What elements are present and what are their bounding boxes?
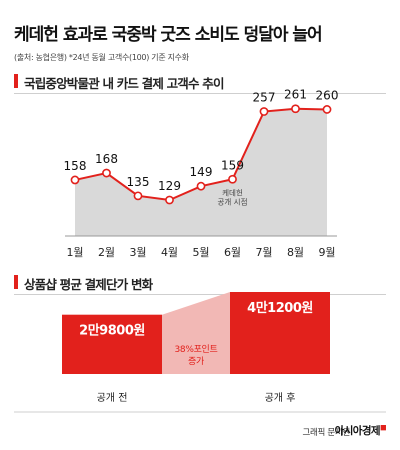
data-point [133,191,143,201]
data-label: 135 [127,175,150,189]
bar-chart-title: 상품샵 평균 결제단가 변화 [24,277,153,292]
line-chart-title: 국립중앙박물관 내 카드 결제 고객수 추이 [24,76,224,91]
change-label: 증가 [188,356,204,367]
bar-chart-title-rule [14,294,386,295]
data-point [70,175,80,185]
line-chart-title-rule [14,93,386,94]
data-label: 149 [190,165,213,179]
x-tick-label: 5월 [192,246,209,259]
annotation-label: 케데헌 [222,188,243,197]
section-marker-line-chart [14,74,18,88]
bar [62,314,162,374]
change-band [162,292,230,374]
data-point [196,181,206,191]
data-label: 260 [316,88,339,102]
x-tick-label: 4월 [161,246,178,259]
section-marker-bar-chart [14,275,18,289]
bar-value-label: 4만1200원 [247,300,313,316]
data-label: 158 [64,159,87,173]
brand-logo: 아시아경제■ [334,423,387,438]
x-tick-label: 8월 [287,246,304,259]
data-point [102,168,111,178]
bar-category-label: 공개 후 [265,392,296,404]
bar [230,292,330,374]
graphic-credit: 그래픽 문지원 [302,428,350,438]
data-point [228,174,237,184]
bar-category-label: 공개 전 [97,392,128,404]
data-label: 159 [221,158,244,172]
data-point [291,104,300,114]
x-tick-label: 3월 [129,246,146,259]
headline: 케데헌 효과로 국중박 굿즈 소비도 덩달아 늘어 [14,25,323,45]
data-point [322,105,332,114]
x-tick-label: 9월 [318,246,335,259]
data-point [165,195,174,205]
x-tick-label: 6월 [224,246,241,259]
x-tick-label: 2월 [98,246,115,259]
brand-name: 아시아경제 [334,425,381,437]
brand-mark-icon: ■ [379,423,387,432]
annotation-label: 공개 시점 [218,196,248,206]
area-fill [75,108,327,236]
x-tick-label: 1월 [66,246,83,259]
data-label: 257 [253,91,276,105]
data-point [259,107,269,116]
source-note: (출처: 농협은행) *24년 동월 고객수(100) 기준 지수화 [14,53,189,62]
data-label: 168 [95,152,118,166]
data-label: 129 [158,179,181,193]
data-label: 261 [284,88,307,102]
bar-value-label: 2만9800원 [79,323,145,339]
change-label: 38%포인트 [174,344,217,355]
x-tick-label: 7월 [255,246,272,259]
